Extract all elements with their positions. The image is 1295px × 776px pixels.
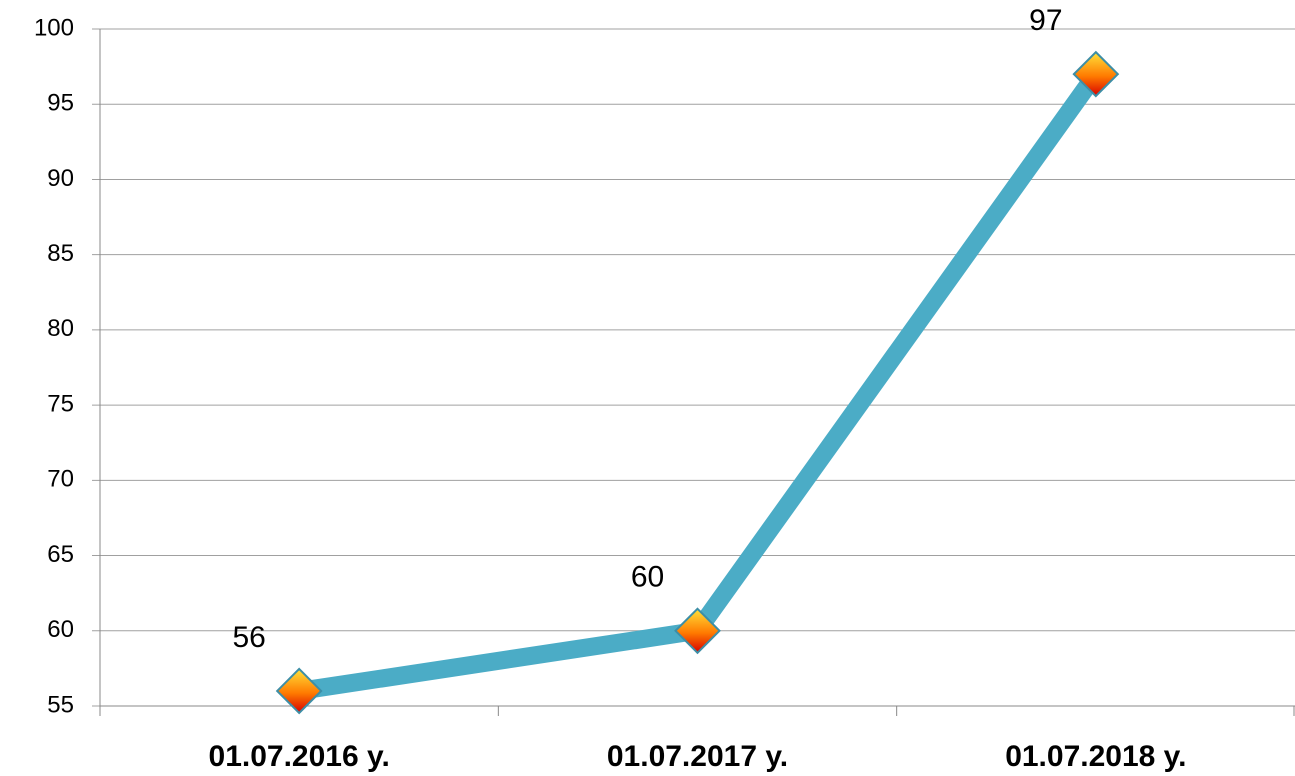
y-tick-label: 75: [47, 390, 74, 417]
marker: [275, 667, 323, 715]
y-tick-label: 100: [34, 14, 74, 41]
data-label: 56: [232, 621, 265, 654]
y-tick-label: 65: [47, 541, 74, 568]
x-tick-label: 01.07.2018 y.: [1005, 740, 1186, 773]
marker: [674, 607, 721, 655]
x-tick-label: 01.07.2016 y.: [209, 740, 390, 773]
y-tick-label: 55: [47, 691, 74, 718]
x-tick-label: 01.07.2017 y.: [607, 740, 788, 773]
series-line: [297, 68, 1104, 700]
data-label: 60: [631, 561, 664, 594]
data-label: 97: [1029, 4, 1062, 37]
y-tick-label: 95: [47, 90, 74, 117]
y-tick-label: 70: [47, 466, 74, 493]
y-tick-label: 90: [47, 165, 74, 192]
y-tick-label: 85: [47, 240, 74, 267]
marker: [1072, 50, 1120, 98]
y-tick-label: 80: [47, 315, 74, 342]
y-tick-label: 60: [47, 616, 74, 643]
